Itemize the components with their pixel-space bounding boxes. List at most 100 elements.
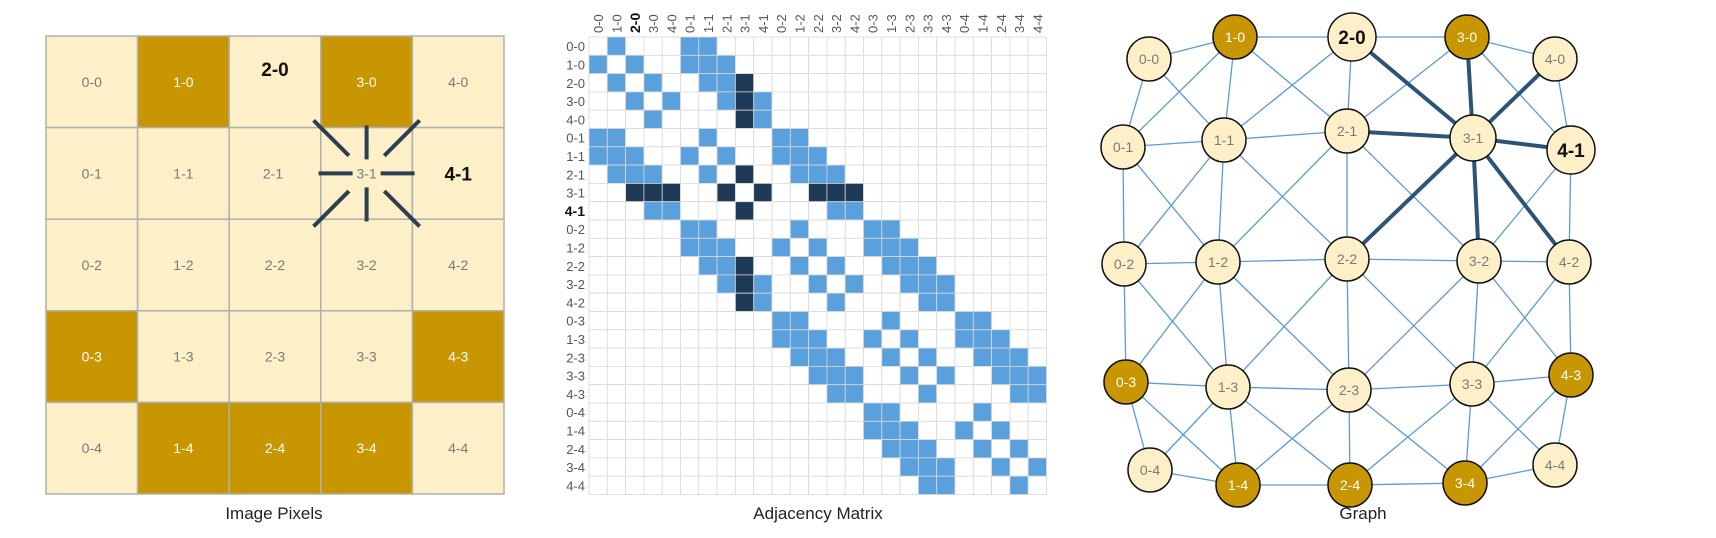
matrix-cell bbox=[606, 402, 626, 422]
matrix-cell bbox=[680, 274, 700, 294]
matrix-cell bbox=[771, 329, 791, 349]
matrix-cell bbox=[881, 365, 901, 386]
matrix-cell bbox=[1027, 219, 1047, 239]
matrix-cell bbox=[844, 182, 864, 203]
matrix-cell bbox=[606, 475, 626, 495]
matrix-cell bbox=[991, 274, 1011, 294]
matrix-cell bbox=[753, 237, 773, 258]
matrix-cell bbox=[716, 54, 736, 74]
matrix-cell bbox=[680, 329, 700, 349]
matrix-cell bbox=[1009, 274, 1029, 294]
matrix-cell bbox=[844, 439, 864, 459]
matrix-cell bbox=[606, 457, 626, 477]
matrix-cell bbox=[844, 201, 864, 221]
matrix-cell bbox=[716, 402, 736, 422]
matrix-cell bbox=[954, 311, 974, 331]
matrix-cell bbox=[735, 274, 755, 294]
matrix-cell bbox=[716, 256, 736, 276]
graph-node-label: 4-2 bbox=[1559, 254, 1579, 270]
matrix-cell bbox=[826, 91, 846, 111]
graph-edge bbox=[1349, 383, 1473, 486]
matrix-row-label: 0-0 bbox=[566, 39, 585, 54]
matrix-cell bbox=[680, 347, 700, 367]
matrix-cell bbox=[698, 274, 718, 294]
matrix-cell bbox=[918, 54, 938, 74]
matrix-cell bbox=[1027, 402, 1047, 422]
matrix-cell bbox=[698, 146, 718, 166]
pixel-cell bbox=[228, 401, 322, 495]
graph-edge bbox=[1348, 389, 1466, 484]
matrix-cell bbox=[588, 439, 608, 459]
matrix-cell bbox=[643, 365, 663, 386]
matrix-cell bbox=[771, 91, 791, 111]
matrix-cell bbox=[1009, 237, 1029, 258]
matrix-cell bbox=[771, 164, 791, 184]
matrix-cell bbox=[1027, 439, 1047, 459]
matrix-cell bbox=[1009, 457, 1029, 477]
graph-edge bbox=[1471, 261, 1570, 385]
matrix-column-label: 4-4 bbox=[1030, 14, 1045, 33]
matrix-cell bbox=[753, 329, 773, 349]
matrix-cell bbox=[753, 36, 773, 56]
graph-node bbox=[1444, 14, 1490, 60]
matrix-cell bbox=[899, 329, 919, 349]
matrix-cell bbox=[918, 384, 938, 404]
matrix-cell bbox=[698, 201, 718, 221]
pixel-cell-label: 1-2 bbox=[173, 257, 193, 273]
matrix-cell bbox=[881, 36, 901, 56]
matrix-cell bbox=[863, 292, 883, 312]
matrix-cell bbox=[625, 164, 645, 184]
matrix-cell bbox=[753, 128, 773, 148]
matrix-column-label: 2-2 bbox=[811, 14, 826, 33]
matrix-cell bbox=[716, 91, 736, 111]
matrix-cell bbox=[753, 182, 773, 203]
matrix-cell bbox=[972, 201, 992, 221]
matrix-cell bbox=[789, 91, 809, 111]
caption-image-pixels: Image Pixels bbox=[225, 504, 322, 523]
matrix-cell bbox=[826, 128, 846, 148]
matrix-cell bbox=[698, 73, 718, 93]
matrix-cell bbox=[936, 329, 956, 349]
matrix-cell bbox=[661, 457, 681, 477]
matrix-cell bbox=[881, 182, 901, 203]
matrix-cell bbox=[661, 402, 681, 422]
matrix-cell bbox=[753, 109, 773, 129]
matrix-cell bbox=[771, 384, 791, 404]
matrix-cell bbox=[881, 292, 901, 312]
matrix-cell bbox=[698, 347, 718, 367]
matrix-cell bbox=[972, 439, 992, 459]
matrix-cell bbox=[643, 128, 663, 148]
image-pixels-panel: 0-0 1-0 2-0 3-0 4-0 0-1 1-1 2-1 3-1 4-1 0-2 1-2 2-2 3… bbox=[45, 35, 505, 495]
matrix-cell bbox=[680, 109, 700, 129]
matrix-cell bbox=[826, 36, 846, 56]
matrix-cell bbox=[954, 457, 974, 477]
matrix-cell bbox=[972, 54, 992, 74]
matrix-cell bbox=[954, 219, 974, 239]
matrix-cell bbox=[643, 36, 663, 56]
matrix-cell bbox=[899, 311, 919, 331]
matrix-cell bbox=[972, 402, 992, 422]
matrix-cell bbox=[972, 475, 992, 495]
matrix-cell bbox=[789, 237, 809, 258]
matrix-cell bbox=[606, 237, 626, 258]
matrix-cell bbox=[844, 54, 864, 74]
pixel-cell-label: 4-2 bbox=[448, 257, 468, 273]
matrix-cell bbox=[1027, 475, 1047, 495]
matrix-cell bbox=[789, 384, 809, 404]
matrix-cell bbox=[936, 219, 956, 239]
matrix-cell bbox=[972, 329, 992, 349]
matrix-cell bbox=[899, 402, 919, 422]
matrix-cell bbox=[936, 109, 956, 129]
matrix-cell bbox=[844, 347, 864, 367]
matrix-cell bbox=[753, 402, 773, 422]
matrix-cell bbox=[661, 164, 681, 184]
matrix-cell bbox=[918, 36, 938, 56]
matrix-cell bbox=[1009, 475, 1029, 495]
matrix-cell bbox=[1027, 347, 1047, 367]
matrix-cell bbox=[808, 54, 828, 74]
matrix-cell bbox=[1009, 439, 1029, 459]
matrix-cell bbox=[606, 274, 626, 294]
matrix-cell bbox=[863, 36, 883, 56]
pixel-cell bbox=[411, 218, 505, 312]
